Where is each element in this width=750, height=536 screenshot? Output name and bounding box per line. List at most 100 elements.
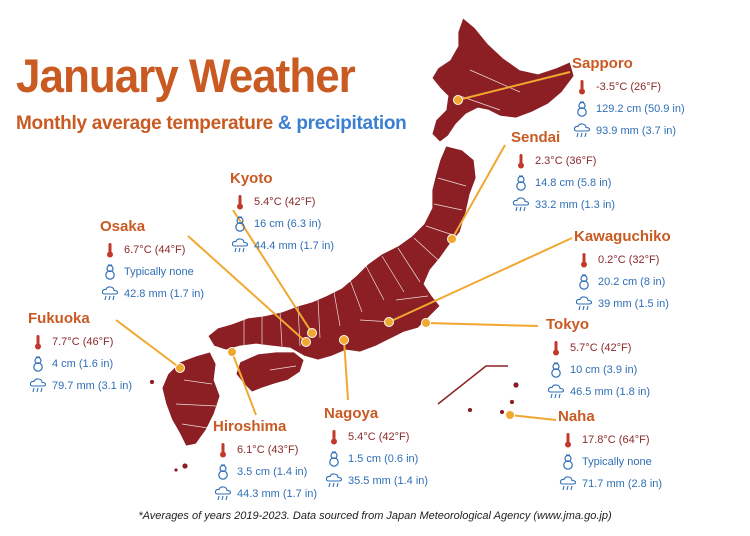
precipitation-value: 44.3 mm (1.7 in): [237, 488, 318, 500]
precipitation-value: 33.2 mm (1.3 in): [535, 199, 616, 211]
city-osaka: Osaka 6.7°C (44°F) Typically none 42.8 m…: [100, 218, 204, 305]
city-nagoya: Nagoya 5.4°C (42°F) 1.5 cm (0.6 in) 35.5…: [324, 405, 428, 492]
snowfall-value: 1.5 cm (0.6 in): [348, 453, 419, 465]
page-title: January Weather: [16, 50, 356, 103]
rain-cloud-icon: [230, 238, 250, 254]
precipitation-value: 35.5 mm (1.4 in): [348, 475, 429, 487]
temperature-value: 2.3°C (36°F): [535, 155, 597, 167]
precipitation-value: 93.9 mm (3.7 in): [596, 125, 677, 137]
shikoku-island: [235, 351, 305, 393]
snowman-icon: [572, 101, 592, 117]
city-sendai: Sendai 2.3°C (36°F) 14.8 cm (5.8 in) 33.…: [511, 129, 615, 216]
snowfall-value: 3.5 cm (1.4 in): [237, 466, 308, 478]
osaka-marker[interactable]: [301, 337, 311, 347]
snowman-icon: [511, 175, 531, 191]
page-subtitle: Monthly average temperature & precipitat…: [16, 113, 407, 135]
temperature-value: 7.7°C (46°F): [52, 336, 114, 348]
city-name: Sapporo: [572, 55, 633, 72]
city-name: Hiroshima: [213, 418, 287, 435]
fukuoka-marker[interactable]: [175, 363, 185, 373]
nagoya-marker[interactable]: [339, 335, 349, 345]
rain-cloud-icon: [100, 286, 120, 302]
rain-cloud-icon: [28, 378, 48, 394]
thermometer-icon: [574, 252, 594, 268]
subtitle-part-temperature: Monthly average temperature: [16, 113, 273, 134]
temperature-value: 6.1°C (43°F): [237, 444, 299, 456]
snowman-icon: [546, 362, 566, 378]
precipitation-value: 44.4 mm (1.7 in): [254, 240, 335, 252]
snowfall-value: Typically none: [124, 266, 194, 278]
kyoto-marker[interactable]: [307, 328, 317, 338]
city-sapporo: Sapporo -3.5°C (26°F) 129.2 cm (50.9 in)…: [572, 55, 685, 142]
sendai-marker[interactable]: [447, 234, 457, 244]
city-naha: Naha 17.8°C (64°F) Typically none 71.7 m…: [558, 408, 662, 495]
footnote: *Averages of years 2019-2023. Data sourc…: [138, 510, 612, 522]
tokyo-marker[interactable]: [421, 318, 431, 328]
city-hiroshima: Hiroshima 6.1°C (43°F) 3.5 cm (1.4 in) 4…: [213, 418, 317, 505]
kyushu-island: [161, 351, 221, 447]
snowfall-value: 4 cm (1.6 in): [52, 358, 114, 370]
rain-cloud-icon: [558, 476, 578, 492]
thermometer-icon: [230, 194, 250, 210]
subtitle-part-precipitation: & precipitation: [277, 113, 407, 134]
city-name: Osaka: [100, 218, 146, 235]
precipitation-value: 79.7 mm (3.1 in): [52, 380, 133, 392]
city-name: Tokyo: [546, 316, 590, 333]
city-name: Kawaguchiko: [574, 228, 671, 245]
thermometer-icon: [213, 442, 233, 458]
city-name: Nagoya: [324, 405, 379, 422]
precipitation-value: 39 mm (1.5 in): [598, 298, 669, 310]
city-name: Fukuoka: [28, 310, 90, 327]
rain-cloud-icon: [213, 486, 233, 502]
precipitation-value: 42.8 mm (1.7 in): [124, 288, 205, 300]
snowfall-value: 129.2 cm (50.9 in): [596, 103, 685, 115]
city-name: Naha: [558, 408, 595, 425]
snowman-icon: [324, 451, 344, 467]
city-tokyo: Tokyo 5.7°C (42°F) 10 cm (3.9 in) 46.5 m…: [546, 316, 650, 403]
snowman-icon: [574, 274, 594, 290]
precipitation-value: 71.7 mm (2.8 in): [582, 478, 663, 490]
thermometer-icon: [558, 432, 578, 448]
snowfall-value: 14.8 cm (5.8 in): [535, 177, 612, 189]
snowman-icon: [230, 216, 250, 232]
city-name: Kyoto: [230, 170, 273, 187]
city-name: Sendai: [511, 129, 561, 146]
rain-cloud-icon: [546, 384, 566, 400]
city-kyoto: Kyoto 5.4°C (42°F) 16 cm (6.3 in) 44.4 m…: [230, 170, 334, 257]
city-fukuoka: Fukuoka 7.7°C (46°F) 4 cm (1.6 in) 79.7 …: [28, 310, 132, 397]
naha-marker[interactable]: [505, 410, 515, 420]
rain-cloud-icon: [324, 473, 344, 489]
snowman-icon: [558, 454, 578, 470]
thermometer-icon: [546, 340, 566, 356]
okinawa-inset-frame: [437, 365, 508, 405]
rain-cloud-icon: [511, 197, 531, 213]
thermometer-icon: [28, 334, 48, 350]
precipitation-value: 46.5 mm (1.8 in): [570, 386, 651, 398]
honshu-island: [207, 145, 477, 361]
temperature-value: 17.8°C (64°F): [582, 434, 650, 446]
rain-cloud-icon: [574, 296, 594, 312]
hiroshima-marker[interactable]: [227, 347, 237, 357]
temperature-value: 0.2°C (32°F): [598, 254, 660, 266]
snowman-icon: [100, 264, 120, 280]
temperature-value: 5.7°C (42°F): [570, 342, 632, 354]
snowman-icon: [28, 356, 48, 372]
temperature-value: 5.4°C (42°F): [254, 196, 316, 208]
snowfall-value: Typically none: [582, 456, 652, 468]
thermometer-icon: [324, 429, 344, 445]
temperature-value: 5.4°C (42°F): [348, 431, 410, 443]
temperature-value: -3.5°C (26°F): [596, 81, 662, 93]
thermometer-icon: [511, 153, 531, 169]
thermometer-icon: [100, 242, 120, 258]
temperature-value: 6.7°C (44°F): [124, 244, 186, 256]
city-kawaguchiko: Kawaguchiko 0.2°C (32°F) 20.2 cm (8 in) …: [574, 228, 671, 315]
hokkaido-island: [431, 17, 575, 143]
kawaguchiko-marker[interactable]: [384, 317, 394, 327]
sapporo-marker[interactable]: [453, 95, 463, 105]
snowfall-value: 10 cm (3.9 in): [570, 364, 638, 376]
thermometer-icon: [572, 79, 592, 95]
snowman-icon: [213, 464, 233, 480]
snowfall-value: 20.2 cm (8 in): [598, 276, 666, 288]
snowfall-value: 16 cm (6.3 in): [254, 218, 322, 230]
